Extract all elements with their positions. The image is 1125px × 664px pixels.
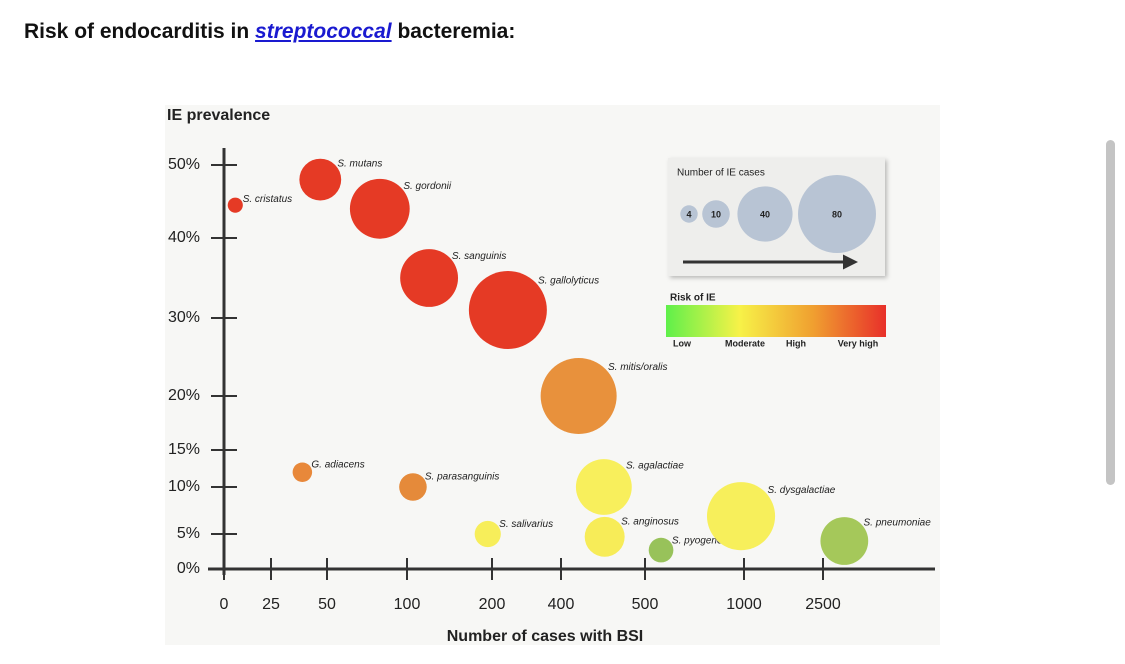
bubble <box>474 520 501 548</box>
bubble-label: S. salivarius <box>499 519 553 530</box>
bubble <box>575 459 632 515</box>
link[interactable]: streptococcal <box>255 20 392 43</box>
bubble-label: S. anginosus <box>621 516 679 527</box>
color-legend-label: Low <box>673 338 692 348</box>
size-legend-bubble <box>737 186 793 242</box>
color-legend-title: Risk of IE <box>670 293 716 304</box>
bubble-label: S. gallolyticus <box>538 275 599 286</box>
x-tick-label: 0 <box>220 596 229 613</box>
x-tick-label: 50 <box>318 596 336 613</box>
bubble <box>540 357 617 435</box>
size-legend-label: 40 <box>760 209 770 219</box>
x-axis-title: Number of cases with BSI <box>447 628 644 645</box>
bubble-label: S. agalactiae <box>626 461 684 472</box>
y-tick-label: 40% <box>168 229 200 246</box>
x-tick-label: 200 <box>479 596 506 613</box>
x-tick-label: 500 <box>632 596 659 613</box>
bubble <box>468 271 547 349</box>
heading: Risk of endocarditis in streptococcal ba… <box>24 20 515 44</box>
color-scale <box>666 305 886 337</box>
size-legend-label: 4 <box>686 209 691 219</box>
heading-text: Risk of endocarditis in <box>24 20 256 43</box>
x-tick-label: 100 <box>394 596 421 613</box>
size-legend-label: 80 <box>832 209 842 219</box>
color-legend-label: Very high <box>838 338 879 348</box>
bubble <box>349 178 410 239</box>
bubble-label: S. dysgalactiae <box>768 485 836 496</box>
bubble-label: S. mitis/oralis <box>608 362 667 373</box>
y-tick-label: 50% <box>168 156 200 173</box>
bubble-label: S. mutans <box>337 159 382 170</box>
bubble-label: G. adiacens <box>311 460 364 471</box>
bubble <box>292 462 313 482</box>
color-legend-label: Moderate <box>725 338 765 348</box>
bubble-label: S. cristatus <box>243 194 292 205</box>
bubble-label: S. gordonii <box>403 181 452 192</box>
size-legend-bubble <box>680 205 698 223</box>
x-tick-label: 1000 <box>726 596 762 613</box>
bubble-label: S. sanguinis <box>452 251 506 262</box>
x-tick-label: 400 <box>548 596 575 613</box>
y-tick-label: 20% <box>168 387 200 404</box>
y-tick-label: 5% <box>177 525 200 542</box>
y-tick-label: 10% <box>168 478 200 495</box>
size-legend-label: 10 <box>711 209 721 219</box>
size-legend-bubble <box>798 175 876 253</box>
y-tick-label: 30% <box>168 309 200 326</box>
bubble-label: S. pneumoniae <box>864 518 932 529</box>
bubble <box>706 482 776 551</box>
size-legend-bubble <box>702 200 730 228</box>
scrollbar[interactable] <box>1106 140 1115 485</box>
bubble <box>820 517 869 565</box>
bubble <box>584 516 625 557</box>
bubble <box>648 537 674 563</box>
x-tick-label: 2500 <box>805 596 841 613</box>
bubble-label: S. pyogenes <box>672 535 728 546</box>
x-tick-label: 25 <box>262 596 280 613</box>
bubble <box>399 473 427 501</box>
bubble <box>227 197 243 213</box>
bubble <box>400 249 459 307</box>
y-axis-title: IE prevalence <box>167 107 270 124</box>
size-legend-title: Number of IE cases <box>677 168 765 179</box>
color-legend-label: High <box>786 338 806 348</box>
bubble <box>299 158 342 201</box>
heading-text: bacteremia: <box>391 20 516 43</box>
y-tick-label: 15% <box>168 441 200 458</box>
bubble-label: S. parasanguinis <box>425 471 500 482</box>
y-tick-label: 0% <box>177 560 200 577</box>
